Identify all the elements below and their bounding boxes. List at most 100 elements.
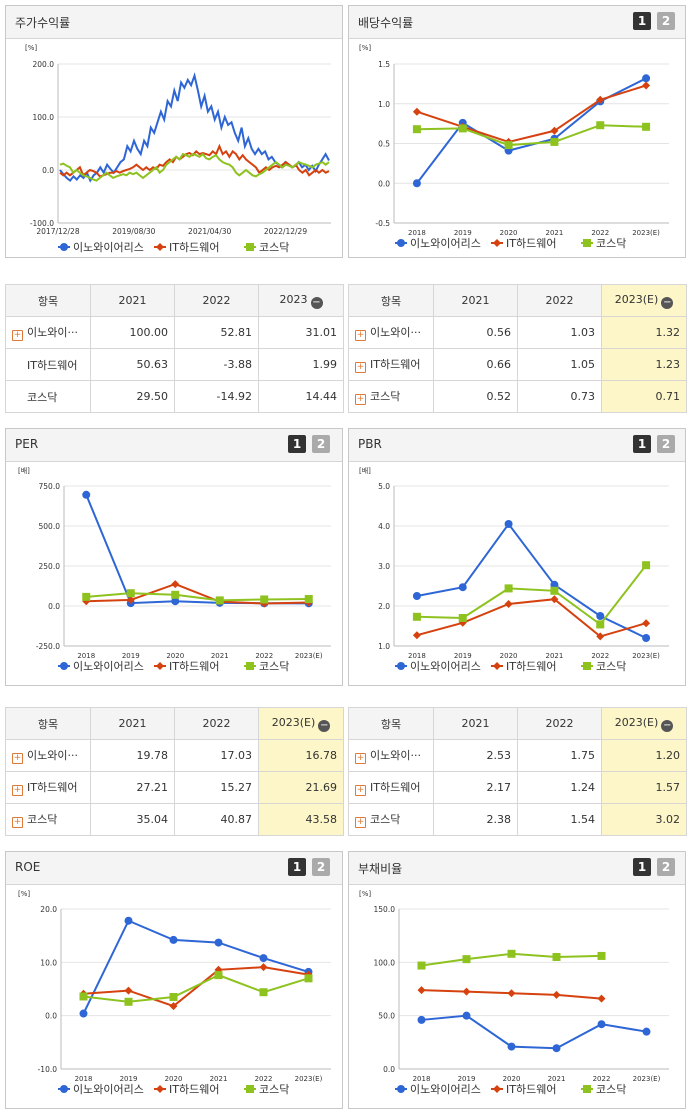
data-point bbox=[596, 632, 605, 641]
data-point bbox=[417, 1015, 426, 1024]
table-row: 코스닥 29.50 -14.92 14.44 bbox=[5, 380, 344, 413]
page-1-button[interactable]: 1 bbox=[633, 12, 651, 30]
data-point bbox=[215, 596, 224, 605]
data-point bbox=[304, 974, 313, 983]
table-header-row: 항목 2021 2022 2023(E) − bbox=[348, 284, 687, 317]
panel-header: PBR 1 2 bbox=[349, 429, 685, 462]
page-1-button[interactable]: 1 bbox=[633, 858, 651, 876]
y-tick-label: -10.0 bbox=[38, 1065, 58, 1074]
expand-icon[interactable]: + bbox=[12, 753, 23, 764]
legend-label: IT하드웨어 bbox=[506, 236, 556, 250]
expand-icon[interactable]: + bbox=[355, 753, 366, 764]
cell: 31.01 bbox=[258, 316, 344, 349]
per-chart: [배] 750.0 500.0 250.0 0.0 -250.0 2018 2019 2020 2… bbox=[18, 466, 331, 673]
page-2-button[interactable]: 2 bbox=[657, 858, 675, 876]
y-tick-label: 150.0 bbox=[374, 905, 396, 914]
col-header: 2022 bbox=[174, 707, 259, 740]
expand-icon[interactable]: + bbox=[355, 785, 366, 796]
roe-panel: ROE 1 2 [%] 20.0 10.0 0.0 -10.0 2018 2019 2020 2… bbox=[5, 851, 343, 1109]
x-tick-label: 2020 bbox=[503, 1075, 521, 1083]
pbr-table: 항목 2021 2022 2023(E) − + 이노와이··· 2.53 1.75… bbox=[348, 707, 687, 836]
col-header-2023e: 2023(E) − bbox=[601, 284, 687, 317]
series-line bbox=[416, 124, 647, 147]
data-point bbox=[583, 1085, 591, 1093]
expand-icon[interactable]: + bbox=[355, 330, 366, 341]
series-line bbox=[85, 494, 309, 605]
x-tick-label: 2023(E) bbox=[633, 1075, 661, 1083]
y-tick-label: 0.5 bbox=[378, 140, 390, 149]
data-point bbox=[462, 955, 471, 964]
x-tick-label: 2019/08/30 bbox=[112, 227, 155, 236]
pbr-chart: [배] 5.0 4.0 3.0 2.0 1.0 2018 2019 2020 2021 2022 20… bbox=[359, 466, 669, 673]
page-1-button[interactable]: 1 bbox=[288, 858, 306, 876]
page-1-button[interactable]: 1 bbox=[633, 435, 651, 453]
collapse-icon[interactable]: − bbox=[318, 719, 331, 732]
cell: 1.05 bbox=[517, 348, 602, 381]
col-header-2023e: 2023(E) − bbox=[258, 707, 344, 740]
x-tick-label: 2020 bbox=[165, 1075, 183, 1083]
cell: -14.92 bbox=[174, 380, 259, 413]
collapse-icon[interactable]: − bbox=[310, 296, 323, 309]
series-line bbox=[59, 143, 330, 178]
page-2-button[interactable]: 2 bbox=[657, 12, 675, 30]
data-point bbox=[642, 1027, 651, 1036]
row-label: + IT하드웨어 bbox=[348, 771, 434, 804]
page-2-button[interactable]: 2 bbox=[312, 858, 330, 876]
expand-icon[interactable]: + bbox=[12, 330, 23, 341]
series-line bbox=[416, 598, 647, 638]
col-header: 항목 bbox=[5, 707, 91, 740]
expand-icon[interactable]: + bbox=[12, 785, 23, 796]
expand-icon[interactable]: + bbox=[355, 394, 366, 405]
collapse-icon[interactable]: − bbox=[661, 719, 674, 732]
roe-chart: [%] 20.0 10.0 0.0 -10.0 2018 2019 2020 2021 2022 2… bbox=[18, 890, 331, 1096]
data-point bbox=[493, 662, 501, 670]
table-row: + IT하드웨어 0.66 1.05 1.23 bbox=[348, 348, 687, 381]
y-tick-label: 1.0 bbox=[378, 642, 390, 651]
data-point bbox=[412, 107, 421, 116]
data-point bbox=[596, 612, 605, 620]
cell: 29.50 bbox=[90, 380, 175, 413]
row-label: + IT하드웨어 bbox=[348, 348, 434, 381]
data-point bbox=[260, 599, 269, 608]
x-tick-label: 2020 bbox=[500, 229, 518, 237]
data-point bbox=[156, 243, 164, 251]
x-tick-label: 2023(E) bbox=[295, 1075, 323, 1083]
panel-title: PBR bbox=[358, 437, 382, 451]
data-point bbox=[642, 634, 651, 642]
col-header-2023e: 2023(E) − bbox=[601, 707, 687, 740]
cell: 0.56 bbox=[433, 316, 518, 349]
expand-icon[interactable]: + bbox=[355, 362, 366, 373]
legend-label: 코스닥 bbox=[259, 1083, 289, 1096]
y-tick-label: 1.0 bbox=[378, 100, 390, 109]
page-2-button[interactable]: 2 bbox=[657, 435, 675, 453]
x-tick-label: 2021 bbox=[210, 1075, 228, 1083]
x-tick-label: 2022 bbox=[591, 652, 609, 660]
data-point bbox=[642, 81, 651, 90]
col-header: 2021 bbox=[90, 707, 175, 740]
pbr-panel: PBR 1 2 [배] 5.0 4.0 3.0 2.0 1.0 2018 2019 2020 20… bbox=[348, 428, 686, 686]
legend-label: 이노와이어리스 bbox=[410, 660, 481, 673]
data-point bbox=[60, 662, 68, 670]
expand-icon[interactable]: + bbox=[355, 817, 366, 828]
table-row: + IT하드웨어 2.17 1.24 1.57 bbox=[348, 771, 687, 804]
data-point bbox=[417, 961, 426, 970]
legend-label: IT하드웨어 bbox=[506, 659, 556, 673]
y-tick-label: 5.0 bbox=[378, 482, 390, 491]
data-point bbox=[412, 631, 421, 640]
page-2-button[interactable]: 2 bbox=[312, 435, 330, 453]
page-1-button[interactable]: 1 bbox=[288, 435, 306, 453]
series-line bbox=[86, 592, 309, 602]
panel-title: 부채비율 bbox=[358, 862, 403, 876]
y-tick-label: 4.0 bbox=[378, 522, 390, 531]
cell: 1.32 bbox=[601, 316, 687, 349]
y-tick-label: 500.0 bbox=[39, 522, 61, 531]
data-point bbox=[126, 595, 135, 604]
y-tick-label: 10.0 bbox=[40, 958, 57, 967]
collapse-icon[interactable]: − bbox=[661, 296, 674, 309]
x-tick-label: 2020 bbox=[500, 652, 518, 660]
data-point bbox=[417, 986, 426, 995]
expand-icon[interactable]: + bbox=[12, 817, 23, 828]
y-tick-label: 0.0 bbox=[45, 1012, 57, 1021]
data-point bbox=[493, 1085, 501, 1093]
